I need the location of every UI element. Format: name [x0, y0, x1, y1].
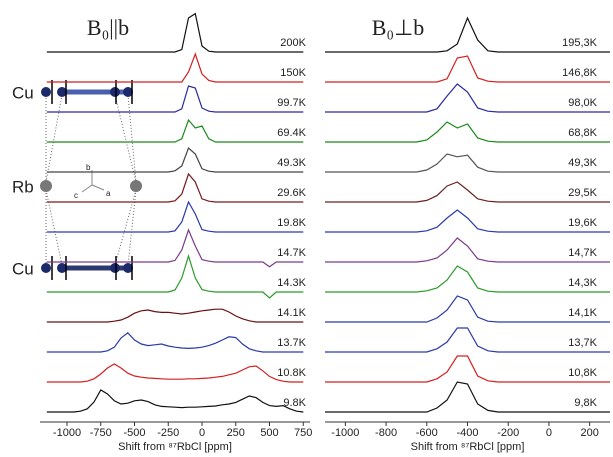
- series-label: 200K: [280, 37, 306, 49]
- x-tick-label: 0: [199, 427, 205, 439]
- series-label: 29.6K: [277, 187, 306, 199]
- cu-atoms: [41, 87, 133, 273]
- axis-glyph-label: b: [86, 163, 91, 172]
- spectrum: [46, 363, 304, 383]
- spectrum: [325, 209, 610, 233]
- series-label: 99.7K: [277, 97, 306, 109]
- spectrum: [46, 331, 304, 353]
- x-axis-title: Shift from ⁸⁷RbCl [ppm]: [411, 441, 525, 453]
- axes-glyph: [81, 170, 105, 193]
- series-label: 146,8K: [562, 67, 598, 79]
- x-tick-label: -200: [497, 427, 519, 439]
- series-label: 68,8K: [568, 127, 597, 139]
- spectrum: [46, 389, 304, 413]
- x-tick-label: -600: [416, 427, 438, 439]
- series-label: 29,5K: [568, 187, 597, 199]
- atom-label: Rb: [12, 177, 34, 196]
- series-label: 14,1K: [568, 307, 597, 319]
- crystal-inset: Cu Rb Cu b c a: [12, 80, 142, 280]
- x-tick-label: -1000: [53, 427, 81, 439]
- spectrum: [46, 308, 304, 323]
- spectrum: [325, 16, 610, 53]
- x-tick-label: -250: [157, 427, 179, 439]
- atom-label: Cu: [12, 83, 34, 102]
- spectrum: [46, 253, 304, 299]
- spectrum: [325, 265, 610, 293]
- x-tick-label: 200: [580, 427, 598, 439]
- series-label: 19.8K: [277, 217, 306, 229]
- spectrum: [46, 118, 304, 143]
- series-label: 14,7K: [568, 247, 597, 259]
- x-tick-label: 500: [260, 427, 278, 439]
- x-tick-label: -1000: [331, 427, 359, 439]
- series-label: 13.7K: [277, 337, 306, 349]
- series-label: 9,8K: [574, 397, 597, 409]
- series-label: 69.4K: [277, 127, 306, 139]
- spectrum: [325, 181, 610, 203]
- spectrum: [325, 121, 610, 143]
- spectrum: [46, 200, 304, 233]
- spectrum: [325, 381, 610, 413]
- series-label: 10.8K: [277, 367, 306, 379]
- spectrum: [325, 355, 610, 383]
- series-label: 9.8K: [283, 397, 306, 409]
- series-label: 195,3K: [562, 37, 598, 49]
- spectrum: [325, 55, 610, 83]
- dotted-links: [45, 94, 137, 266]
- x-tick-label: -800: [375, 427, 397, 439]
- spin-arrows: [51, 80, 133, 280]
- x-axis-title: Shift from ⁸⁷RbCl [ppm]: [118, 441, 232, 453]
- spectrum: [46, 52, 304, 83]
- series-label: 19,6K: [568, 217, 597, 229]
- x-tick-label: 750: [294, 427, 312, 439]
- spectrum: [325, 237, 610, 263]
- spectrum: [325, 153, 610, 173]
- x-tick-label: -750: [90, 427, 112, 439]
- series-label: 14,3K: [568, 277, 597, 289]
- spectrum: [325, 83, 610, 113]
- spectrum: [46, 85, 304, 113]
- x-tick-label: -400: [456, 427, 478, 439]
- x-tick-label: 0: [546, 427, 552, 439]
- x-tick-label: 250: [227, 427, 245, 439]
- rb-atoms: [40, 180, 142, 192]
- series-label: 14.3K: [277, 277, 306, 289]
- spectrum: [325, 295, 610, 323]
- series-label: 49,3K: [568, 157, 597, 169]
- series-label: 13,7K: [568, 337, 597, 349]
- spectrum: [46, 172, 304, 203]
- series-label: 14.7K: [277, 247, 306, 259]
- spectrum: [325, 327, 610, 353]
- atom-label: Cu: [12, 259, 34, 278]
- series-label: 98,0K: [568, 97, 597, 109]
- spectrum: [46, 146, 304, 173]
- spectrum: [46, 12, 304, 53]
- series-label: 14.1K: [277, 307, 306, 319]
- series-label: 10,8K: [568, 367, 597, 379]
- x-tick-label: -500: [123, 427, 145, 439]
- axis-glyph-label: a: [106, 189, 111, 198]
- series-label: 150K: [280, 67, 306, 79]
- spectrum: [46, 228, 304, 268]
- series-label: 49.3K: [277, 157, 306, 169]
- panel-title: B₀||b: [87, 15, 129, 40]
- panel-title: B₀⊥b: [372, 15, 425, 40]
- axis-glyph-label: c: [74, 191, 78, 200]
